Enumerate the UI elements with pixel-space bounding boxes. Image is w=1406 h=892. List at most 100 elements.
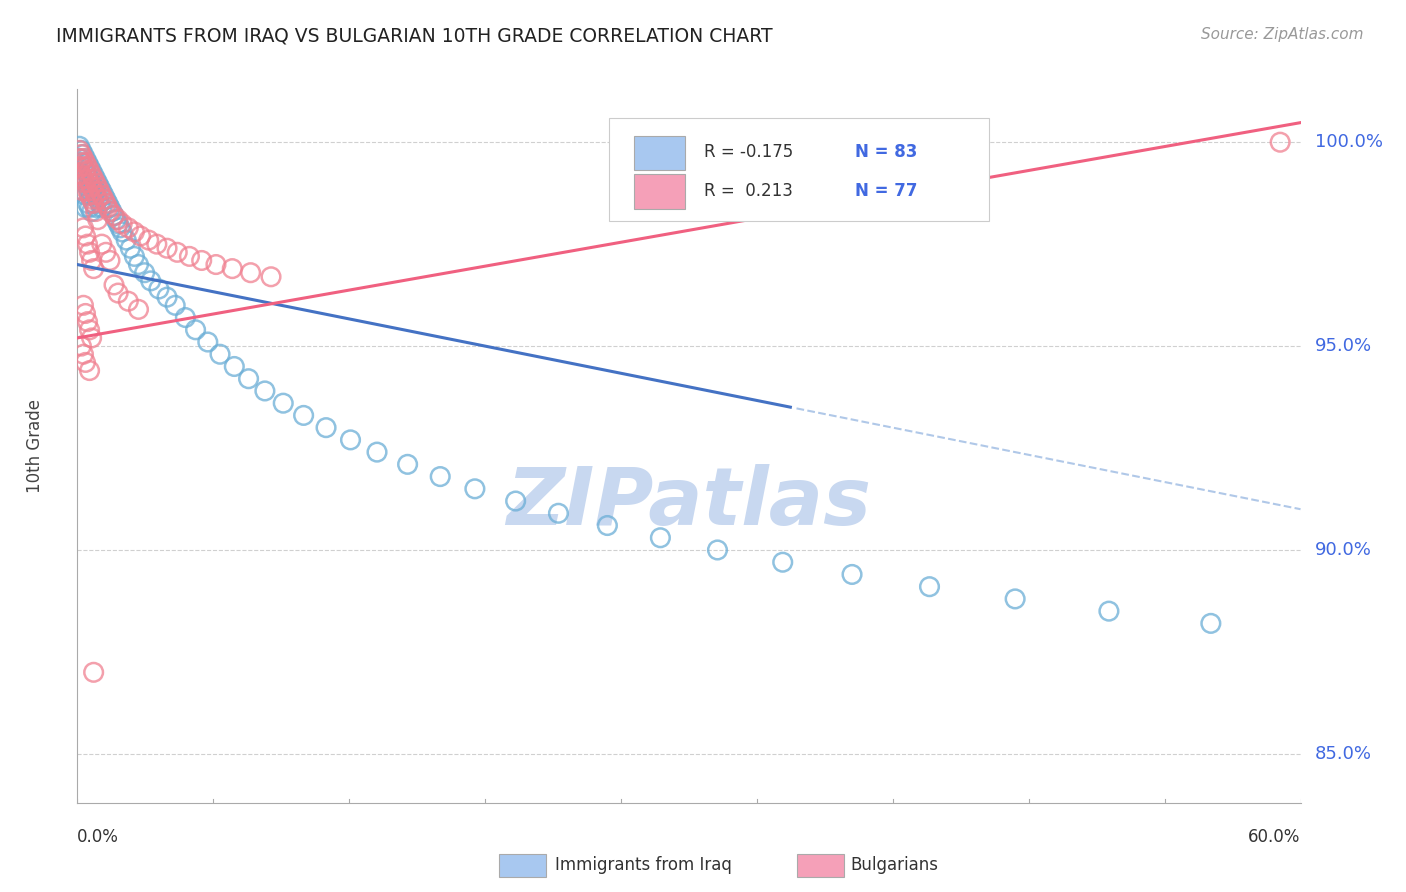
Point [165,298,187,312]
Point [115,233,138,247]
Point [139,274,162,288]
Point [89,180,111,194]
Point [179,249,201,263]
Point [205,258,228,272]
Point [841,567,863,582]
Point [84,188,107,202]
Point [84,172,107,186]
Point [67,160,90,174]
Point [98,253,121,268]
Point [396,458,419,472]
Point [79,163,101,178]
Point [87,176,110,190]
Point [75,201,97,215]
Point [90,201,112,215]
Point [107,212,129,227]
Point [79,363,101,377]
Point [75,188,97,202]
Point [76,315,98,329]
Point [75,152,97,166]
Text: Immigrants from Iraq: Immigrants from Iraq [555,856,733,874]
Text: 10th Grade: 10th Grade [25,399,44,493]
Point [117,294,139,309]
Point [706,543,728,558]
Point [156,290,179,304]
Text: 100.0%: 100.0% [1315,133,1382,152]
Point [76,172,98,186]
Point [1199,616,1222,631]
Point [105,212,128,227]
Point [271,396,294,410]
Point [72,160,94,174]
Point [505,494,527,508]
Point [107,217,129,231]
Point [97,196,120,211]
Point [70,339,93,353]
Text: Source: ZipAtlas.com: Source: ZipAtlas.com [1201,27,1364,42]
Point [76,168,98,182]
Point [339,433,361,447]
Point [83,172,105,186]
Point [83,196,105,211]
Point [107,286,129,301]
Point [366,445,388,459]
Point [156,241,179,255]
Point [83,184,105,198]
Point [166,245,188,260]
Point [87,212,110,227]
Point [70,155,93,169]
Point [124,225,146,239]
Point [87,192,110,206]
Point [84,201,107,215]
Text: N = 83: N = 83 [855,143,918,161]
Text: IMMIGRANTS FROM IRAQ VS BULGARIAN 10TH GRADE CORRELATION CHART: IMMIGRANTS FROM IRAQ VS BULGARIAN 10TH G… [56,27,773,45]
Point [1004,591,1026,606]
Point [127,302,149,317]
Point [111,217,134,231]
Point [238,372,260,386]
Point [72,160,94,174]
Point [94,245,117,260]
Point [120,241,142,255]
Point [80,180,103,194]
Text: R =  0.213: R = 0.213 [703,182,793,200]
Point [134,266,156,280]
Point [80,204,103,219]
Point [94,196,117,211]
Text: 0.0%: 0.0% [77,828,120,846]
Point [75,155,97,169]
Point [79,176,101,190]
Point [146,237,169,252]
Point [79,172,101,186]
Text: 90.0%: 90.0% [1315,541,1371,559]
Point [184,323,207,337]
Point [292,409,315,423]
Point [79,188,101,202]
Point [1098,604,1121,618]
Point [127,258,149,272]
Point [148,282,170,296]
Point [90,188,112,202]
Point [79,245,101,260]
Point [174,310,197,325]
Point [84,204,107,219]
Point [70,144,93,158]
Point [79,160,101,174]
Point [80,331,103,345]
Point [1268,135,1291,149]
Point [83,180,105,194]
Point [67,152,90,166]
Point [75,163,97,178]
Point [79,201,101,215]
Point [772,555,794,569]
Text: ZIPatlas: ZIPatlas [506,464,872,542]
Point [70,147,93,161]
Text: R = -0.175: R = -0.175 [703,143,793,161]
Point [97,201,120,215]
Point [547,506,569,520]
Point [117,220,139,235]
Point [76,180,98,194]
Point [90,184,112,198]
Point [80,253,103,268]
Point [75,229,97,244]
